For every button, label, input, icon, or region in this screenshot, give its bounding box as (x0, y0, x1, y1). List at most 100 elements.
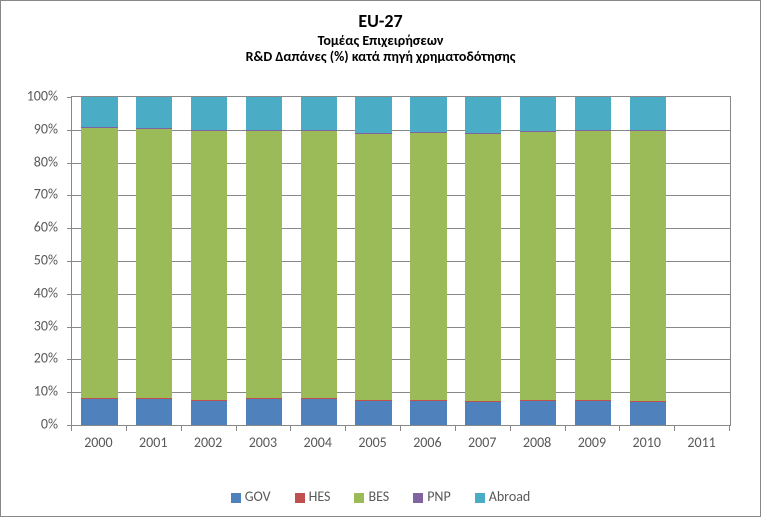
chart-subtitle-1: Τομέας Επιχειρήσεων (1, 33, 760, 50)
bar-segment-gov (465, 402, 501, 425)
x-tick-label: 2009 (578, 434, 606, 451)
bar-segment-abroad (355, 97, 391, 133)
bar-segment-bes (301, 131, 337, 398)
bar-segment-hes (136, 398, 172, 399)
x-tick-label: 2002 (194, 434, 222, 451)
chart-container: EU-27 Τομέας Επιχειρήσεων R&D Δαπάνες (%… (0, 0, 761, 517)
bar-segment-pnp (410, 132, 446, 133)
bar-segment-abroad (246, 97, 282, 130)
bar-segment-gov (630, 401, 666, 425)
x-tick-mark (71, 426, 72, 431)
x-tick-mark (674, 426, 675, 431)
y-tick-label: 60% (3, 219, 58, 236)
x-tick-mark (400, 426, 401, 431)
y-tick-mark (67, 327, 72, 328)
y-tick-mark (67, 228, 72, 229)
x-tick-mark (290, 426, 291, 431)
bar-segment-gov (246, 399, 282, 425)
x-tick-mark (345, 426, 346, 431)
x-tick-mark (236, 426, 237, 431)
bar-segment-abroad (575, 97, 611, 130)
bar-group (465, 97, 501, 425)
bar-group (191, 97, 227, 425)
x-tick-mark (729, 426, 730, 431)
bar-segment-pnp (575, 130, 611, 131)
legend-label: GOV (245, 488, 271, 505)
bar-segment-bes (575, 131, 611, 400)
bars-layer (72, 97, 730, 425)
x-tick-label: 2011 (687, 434, 715, 451)
bar-segment-bes (81, 128, 117, 399)
x-tick-mark (510, 426, 511, 431)
bar-group (520, 97, 556, 425)
legend-swatch (231, 493, 241, 503)
x-tick-label: 2010 (633, 434, 661, 451)
bar-segment-pnp (81, 127, 117, 128)
legend-item-bes: BES (354, 488, 389, 505)
bar-segment-hes (355, 400, 391, 401)
legend-swatch (295, 493, 305, 503)
bar-group (410, 97, 446, 425)
bar-segment-pnp (520, 131, 556, 132)
bar-segment-pnp (465, 133, 501, 134)
legend-item-abroad: Abroad (475, 488, 531, 505)
y-axis: 0%10%20%30%40%50%60%70%80%90%100% (1, 96, 66, 426)
bar-segment-gov (191, 400, 227, 425)
y-tick-mark (67, 195, 72, 196)
y-tick-mark (67, 261, 72, 262)
bar-segment-bes (465, 134, 501, 402)
legend-label: Abroad (489, 488, 531, 505)
bar-segment-bes (246, 131, 282, 398)
bar-segment-hes (246, 398, 282, 399)
x-tick-mark (181, 426, 182, 431)
x-tick-label: 2003 (249, 434, 277, 451)
x-tick-label: 2005 (358, 434, 386, 451)
bar-segment-abroad (191, 97, 227, 130)
legend-swatch (354, 493, 364, 503)
bar-group (630, 97, 666, 425)
bar-segment-gov (520, 400, 556, 425)
bar-segment-hes (191, 400, 227, 401)
x-tick-label: 2007 (468, 434, 496, 451)
bar-segment-pnp (246, 130, 282, 131)
legend-item-hes: HES (295, 488, 331, 505)
x-tick-label: 2008 (523, 434, 551, 451)
bar-segment-gov (136, 399, 172, 425)
y-tick-mark (67, 359, 72, 360)
y-tick-mark (67, 163, 72, 164)
y-tick-mark (67, 130, 72, 131)
y-tick-label: 0% (3, 416, 58, 433)
legend-swatch (413, 493, 423, 503)
x-tick-label: 2000 (84, 434, 112, 451)
bar-segment-bes (136, 129, 172, 398)
bar-segment-abroad (81, 97, 117, 127)
y-tick-label: 40% (3, 284, 58, 301)
x-tick-mark (126, 426, 127, 431)
bar-segment-pnp (136, 128, 172, 129)
chart-title: EU-27 (1, 11, 760, 33)
x-axis: 2000200120022003200420052006200720082009… (71, 426, 731, 456)
legend-label: HES (309, 488, 331, 505)
bar-group (246, 97, 282, 425)
plot-area (71, 96, 731, 426)
bar-group (136, 97, 172, 425)
legend: GOVHESBESPNPAbroad (1, 487, 760, 506)
chart-subtitle-2: R&D Δαπάνες (%) κατά πηγή χρηματοδότησης (1, 49, 760, 66)
y-tick-label: 20% (3, 350, 58, 367)
bar-segment-pnp (630, 130, 666, 131)
bar-segment-hes (630, 401, 666, 402)
bar-segment-abroad (301, 97, 337, 130)
bar-segment-hes (465, 401, 501, 402)
bar-segment-bes (520, 132, 556, 399)
y-tick-label: 70% (3, 186, 58, 203)
x-tick-mark (619, 426, 620, 431)
bar-group (355, 97, 391, 425)
bar-segment-hes (520, 400, 556, 401)
y-tick-label: 90% (3, 120, 58, 137)
bar-segment-bes (355, 134, 391, 401)
bar-segment-hes (575, 400, 611, 401)
bar-segment-abroad (136, 97, 172, 128)
bar-segment-abroad (410, 97, 446, 132)
bar-segment-bes (630, 131, 666, 400)
y-tick-label: 100% (3, 88, 58, 105)
